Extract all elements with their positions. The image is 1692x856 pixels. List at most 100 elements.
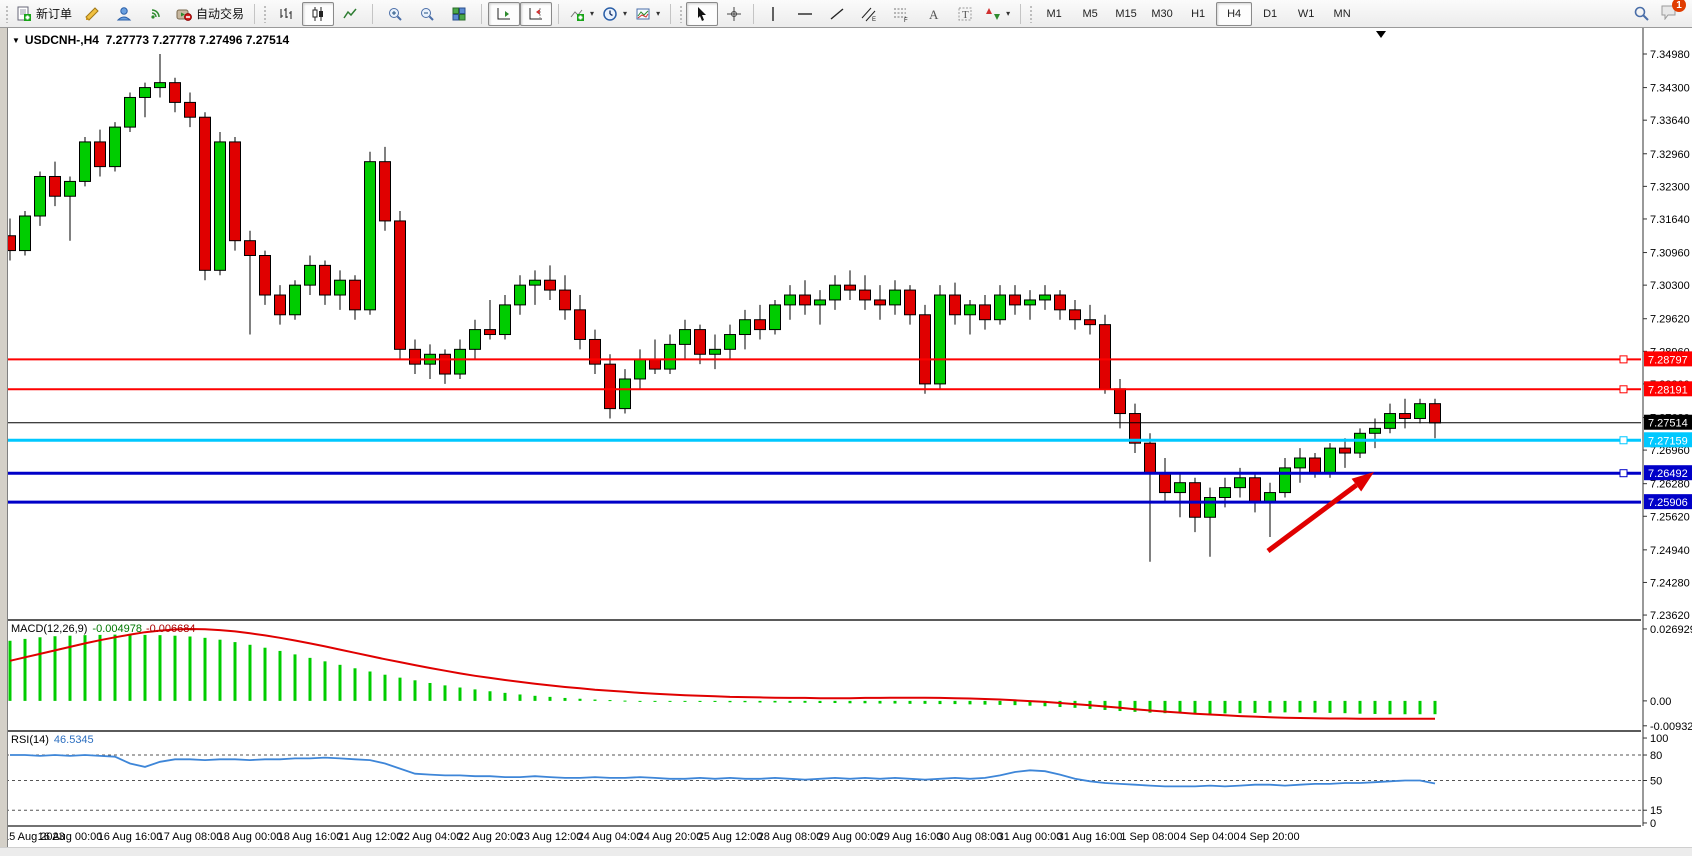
macd-bar [639,701,642,702]
chart-shift-marker[interactable] [1376,31,1386,38]
bear-candle [395,221,406,349]
cursor-button[interactable] [686,2,718,26]
search-icon[interactable] [1633,5,1650,22]
bear-candle [1070,310,1081,320]
bear-candle [260,256,271,296]
macd-bar [654,701,657,702]
macd-bar [1404,701,1407,714]
zoom-in-button[interactable] [379,2,411,26]
line-drag-handle [1620,437,1627,444]
svg-text:T: T [962,9,969,21]
bull-candle [1280,468,1291,493]
cursor-icon [694,6,710,22]
auto-scroll-button[interactable] [488,2,520,26]
macd-bar [414,680,417,701]
bear-candle [605,364,616,408]
signals-button[interactable] [140,2,172,26]
periods-button[interactable]: ▾ [598,2,631,26]
horizontal-line-icon [797,6,813,22]
chevron-down-icon[interactable]: ▾ [623,9,627,18]
candlestick-button[interactable] [302,2,334,26]
trendline-button[interactable] [821,2,853,26]
text-icon: A [925,6,941,22]
timeframe-h4[interactable]: H4 [1216,2,1252,26]
level-lines[interactable] [0,356,1641,502]
text-label-button[interactable]: T [949,2,981,26]
timeframe-mn[interactable]: MN [1324,2,1360,26]
macd-bar [384,675,387,701]
bull-candle [890,290,901,305]
chat-button[interactable]: 1 [1660,4,1678,23]
chart-canvas[interactable]: 7.349807.343007.336407.329607.323007.316… [0,28,1692,855]
autotrade-button[interactable]: 自动交易 [172,2,248,26]
bull-candle [1235,478,1246,488]
bull-candle [770,305,781,330]
macd-bar [459,688,462,701]
bear-candle [1160,473,1171,493]
templates-icon [635,6,651,22]
toolbar-grip [1029,5,1034,23]
bull-candle [1040,295,1051,300]
macd-bar [564,698,567,701]
svg-text:7.25620: 7.25620 [1650,511,1690,523]
horizontal-line-button[interactable] [789,2,821,26]
text-button[interactable]: A [917,2,949,26]
timeframe-d1[interactable]: D1 [1252,2,1288,26]
macd-main-value: -0.004978 [92,623,142,635]
bear-candle [200,117,211,270]
indicators-button[interactable]: ▾ [565,2,598,26]
macd-bar [594,700,597,701]
macd-bar [609,700,612,701]
templates-button[interactable]: ▾ [631,2,664,26]
chart-title[interactable]: ▼USDCNH-,H4 7.27773 7.27778 7.27496 7.27… [12,33,289,47]
bull-candle [1175,483,1186,493]
fibonacci-button[interactable]: F [885,2,917,26]
macd-bar [1374,701,1377,714]
chevron-down-icon[interactable]: ▼ [12,36,20,45]
macd-bar [924,701,927,704]
bear-candle [845,285,856,290]
bear-candle [1130,414,1141,444]
bull-candle [455,349,466,374]
chevron-down-icon[interactable]: ▾ [590,9,594,18]
timeframe-m5[interactable]: M5 [1072,2,1108,26]
macd-bar [1434,701,1437,714]
bear-candle [350,280,361,310]
megaphone-button[interactable] [76,2,108,26]
macd-bar [324,661,327,701]
vertical-line-button[interactable] [757,2,789,26]
crosshair-button[interactable] [718,2,750,26]
macd-bar [744,701,747,702]
timeframe-m1[interactable]: M1 [1036,2,1072,26]
trade-group: 新订单 自动交易 [0,0,251,27]
indicators-icon [569,6,585,22]
timeframe-w1[interactable]: W1 [1288,2,1324,26]
timeframe-h1[interactable]: H1 [1180,2,1216,26]
line-chart-button[interactable] [334,2,366,26]
chart-shift-button[interactable] [520,2,552,26]
chevron-down-icon[interactable]: ▾ [656,9,660,18]
zoom-out-button[interactable] [411,2,443,26]
macd-bar [624,701,627,702]
new-order-button[interactable]: 新订单 [12,2,76,26]
equidistant-channel-button[interactable]: E [853,2,885,26]
timeframe-m30[interactable]: M30 [1144,2,1180,26]
chevron-down-icon[interactable]: ▾ [1006,9,1010,18]
arrows-tool-button[interactable]: ▾ [981,2,1014,26]
svg-text:7.28797: 7.28797 [1648,354,1688,366]
bear-candle [905,290,916,315]
bear-candle [1340,448,1351,453]
text-label-icon: T [957,6,973,22]
tile-windows-button[interactable] [443,2,475,26]
bar-chart-button[interactable] [270,2,302,26]
timeframe-m15[interactable]: M15 [1108,2,1144,26]
bear-candle [185,102,196,117]
community-button[interactable] [108,2,140,26]
svg-text:7.24280: 7.24280 [1650,577,1690,589]
separator [670,4,671,24]
chart-type-group [258,0,369,27]
svg-text:7.27514: 7.27514 [1648,418,1688,430]
